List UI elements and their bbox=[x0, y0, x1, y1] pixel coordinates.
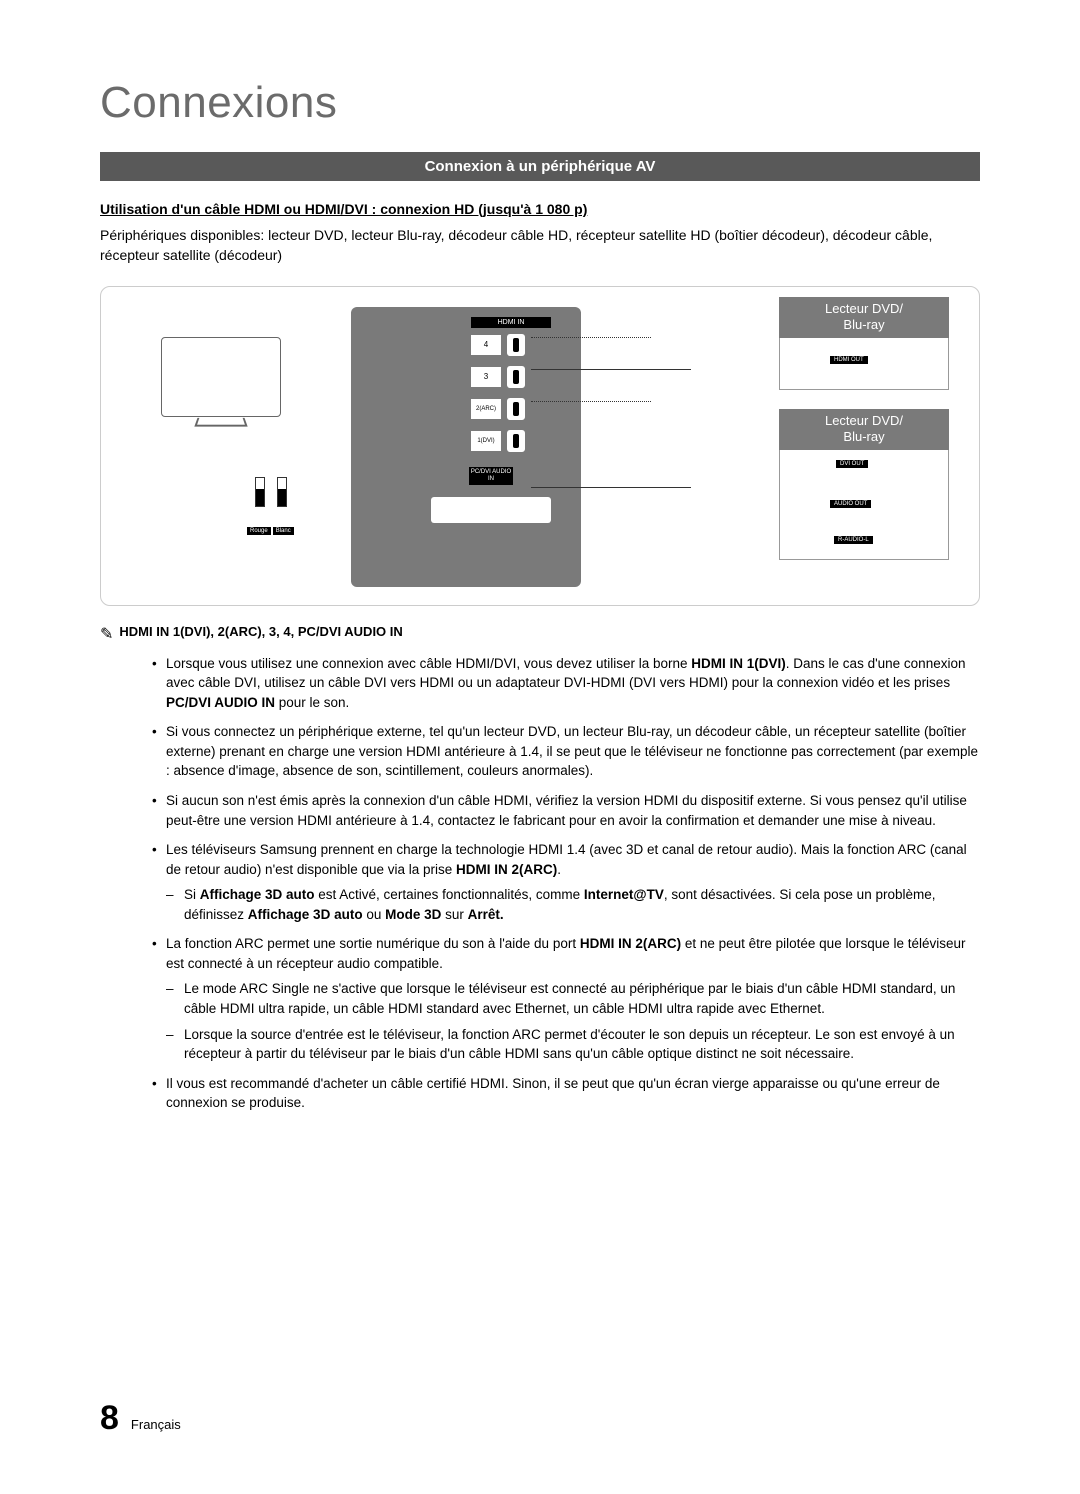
hdmi-port-icon bbox=[507, 430, 525, 452]
bold-text: HDMI IN 2(ARC) bbox=[456, 862, 557, 877]
text: Lorsque vous utilisez une connexion avec… bbox=[166, 656, 691, 671]
rca-blanc-label: Blanc bbox=[273, 527, 294, 535]
page-footer: 8 Français bbox=[100, 1399, 181, 1438]
bold-text: HDMI IN 1(DVI) bbox=[691, 656, 786, 671]
bullet-item: Lorsque vous utilisez une connexion avec… bbox=[152, 654, 980, 713]
note-icon: ✎ bbox=[100, 624, 113, 644]
bold-text: Affichage 3D auto bbox=[200, 887, 315, 902]
device-title: Lecteur DVD/ Blu-ray bbox=[779, 409, 949, 451]
note-row: ✎ HDMI IN 1(DVI), 2(ARC), 3, 4, PC/DVI A… bbox=[100, 624, 980, 644]
text: Si bbox=[184, 887, 200, 902]
sub-item: Si Affichage 3D auto est Activé, certain… bbox=[166, 885, 980, 924]
bullet-item: La fonction ARC permet une sortie numéri… bbox=[152, 934, 980, 1063]
sub-item: Lorsque la source d'entrée est le télévi… bbox=[166, 1025, 980, 1064]
rca-red-icon bbox=[255, 477, 265, 507]
bullet-item: Si aucun son n'est émis après la connexi… bbox=[152, 791, 980, 830]
subheading: Utilisation d'un câble HDMI ou HDMI/DVI … bbox=[100, 201, 980, 217]
bullet-item: Si vous connectez un périphérique extern… bbox=[152, 722, 980, 781]
dvi-out-label: DVI OUT bbox=[836, 460, 868, 468]
tv-back-panel: HDMI IN 4 3 2(ARC) 1(DVI) PC/DVI AUDIO I… bbox=[351, 307, 581, 587]
r-audio-l-label: R-AUDIO-L bbox=[834, 536, 873, 544]
rca-plugs bbox=[251, 477, 311, 527]
port-label: 2(ARC) bbox=[471, 399, 501, 419]
tv-icon bbox=[161, 337, 281, 417]
hdmi-out-label: HDMI OUT bbox=[830, 356, 868, 364]
bullet-list: Lorsque vous utilisez une connexion avec… bbox=[100, 654, 980, 1113]
bold-text: Internet@TV bbox=[584, 887, 664, 902]
text: ou bbox=[363, 907, 386, 922]
text: La fonction ARC permet une sortie numéri… bbox=[166, 936, 580, 951]
device-box-1: Lecteur DVD/ Blu-ray HDMI OUT bbox=[779, 297, 949, 391]
sub-list: Le mode ARC Single ne s'active que lorsq… bbox=[166, 979, 980, 1063]
text: sur bbox=[441, 907, 467, 922]
cable-dotted bbox=[531, 337, 651, 338]
hdmi-port-icon bbox=[507, 366, 525, 388]
bold-text: PC/DVI AUDIO IN bbox=[166, 695, 275, 710]
note-heading: HDMI IN 1(DVI), 2(ARC), 3, 4, PC/DVI AUD… bbox=[119, 624, 402, 639]
tv-stand-icon bbox=[194, 418, 247, 427]
bold-text: HDMI IN 2(ARC) bbox=[580, 936, 681, 951]
section-heading-bar: Connexion à un périphérique AV bbox=[100, 152, 980, 181]
text: . bbox=[557, 862, 561, 877]
page-number: 8 bbox=[100, 1399, 119, 1438]
cable-dotted bbox=[531, 401, 651, 402]
text: pour le son. bbox=[275, 695, 349, 710]
bold-text: Affichage 3D auto bbox=[248, 907, 363, 922]
port-label: 4 bbox=[471, 335, 501, 355]
port-label: 1(DVI) bbox=[471, 431, 501, 451]
page-title: Connexions bbox=[100, 78, 980, 128]
audio-in-label: PC/DVI AUDIO IN bbox=[469, 467, 513, 485]
sub-list: Si Affichage 3D auto est Activé, certain… bbox=[166, 885, 980, 924]
rca-labels: Rouge Blanc bbox=[247, 527, 294, 535]
language-label: Français bbox=[131, 1417, 181, 1432]
device-body: DVI OUT AUDIO OUT R-AUDIO-L bbox=[779, 450, 949, 560]
device-title: Lecteur DVD/ Blu-ray bbox=[779, 297, 949, 339]
bold-text: Arrêt. bbox=[468, 907, 504, 922]
hdmi-port-icon bbox=[507, 398, 525, 420]
intro-paragraph: Périphériques disponibles: lecteur DVD, … bbox=[100, 225, 980, 266]
port-label: 3 bbox=[471, 367, 501, 387]
text: est Activé, certaines fonctionnalités, c… bbox=[315, 887, 584, 902]
sub-item: Le mode ARC Single ne s'active que lorsq… bbox=[166, 979, 980, 1018]
hdmi-in-label: HDMI IN bbox=[471, 317, 551, 328]
bullet-item: Les téléviseurs Samsung prennent en char… bbox=[152, 840, 980, 924]
rca-white-icon bbox=[277, 477, 287, 507]
hdmi-port-icon bbox=[507, 334, 525, 356]
text: Les téléviseurs Samsung prennent en char… bbox=[166, 842, 967, 877]
audio-port-icon bbox=[431, 497, 551, 523]
device-box-2: Lecteur DVD/ Blu-ray DVI OUT AUDIO OUT R… bbox=[779, 409, 949, 561]
cable-solid bbox=[531, 369, 691, 370]
rca-rouge-label: Rouge bbox=[247, 527, 271, 535]
bullet-item: Il vous est recommandé d'acheter un câbl… bbox=[152, 1074, 980, 1113]
connection-diagram: HDMI IN 4 3 2(ARC) 1(DVI) PC/DVI AUDIO I… bbox=[100, 286, 980, 606]
audio-out-label: AUDIO OUT bbox=[830, 500, 871, 508]
cable-solid bbox=[531, 487, 691, 488]
bold-text: Mode 3D bbox=[385, 907, 441, 922]
device-body: HDMI OUT bbox=[779, 338, 949, 390]
hdmi-port-1dvi: 1(DVI) bbox=[471, 429, 571, 453]
